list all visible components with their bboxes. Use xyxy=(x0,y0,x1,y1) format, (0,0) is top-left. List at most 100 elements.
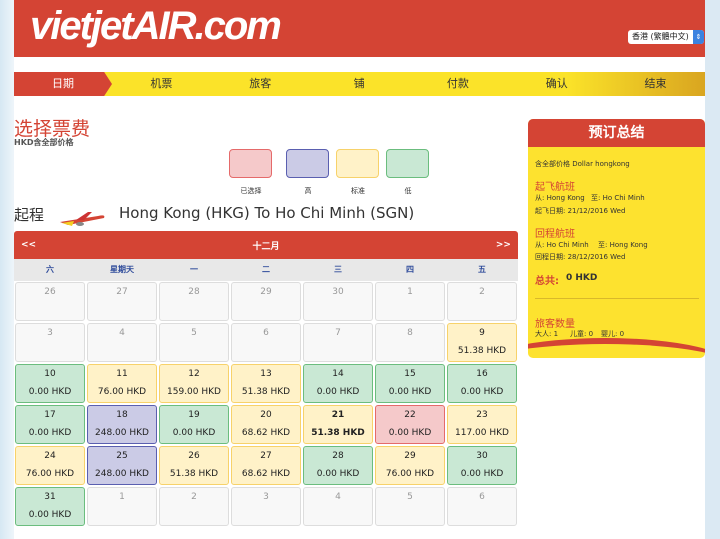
calendar-day: 4 xyxy=(303,487,373,526)
step-0[interactable]: 日期 xyxy=(14,72,112,96)
day-number: 4 xyxy=(119,328,125,338)
fare-calendar: << 十二月 >> 六星期天一二三四五 26 27 28 29 30 1 2 3 4 5 6 7 8 9 5… xyxy=(14,231,518,526)
day-number: 26 xyxy=(44,287,56,297)
calendar-day[interactable]: 29 76.00 HKD xyxy=(375,446,445,485)
legend-label: 高 xyxy=(304,187,312,195)
day-price: 0.00 HKD xyxy=(28,387,72,397)
legend-swatch xyxy=(386,149,429,178)
calendar-day[interactable]: 28 0.00 HKD xyxy=(303,446,373,485)
calendar-day: 3 xyxy=(15,323,85,362)
day-price: 0.00 HKD xyxy=(316,387,360,397)
chevron-updown-icon: ⇕ xyxy=(693,30,704,44)
route-text: Hong Kong (HKG) To Ho Chi Minh (SGN) xyxy=(119,204,415,222)
passengers-heading: 旅客数量 xyxy=(535,319,575,330)
calendar-day[interactable]: 31 0.00 HKD xyxy=(15,487,85,526)
infants-count: 婴儿: 0 xyxy=(601,330,625,338)
calendar-day: 28 xyxy=(159,282,229,321)
day-price: 51.38 HKD xyxy=(169,469,219,479)
legend-item: 已选择 xyxy=(229,149,273,196)
step-3[interactable]: 铺 xyxy=(353,77,365,90)
day-number: 16 xyxy=(476,369,488,379)
calendar-day[interactable]: 11 76.00 HKD xyxy=(87,364,157,403)
calendar-day[interactable]: 24 76.00 HKD xyxy=(15,446,85,485)
step-5[interactable]: 确认 xyxy=(545,77,568,90)
day-price: 0.00 HKD xyxy=(460,387,504,397)
price-note: 含全部价格 Dollar hongkong xyxy=(535,160,630,168)
calendar-day[interactable]: 22 0.00 HKD xyxy=(375,405,445,444)
outbound-to: 至: Ho Chi Minh xyxy=(591,194,645,202)
day-number: 9 xyxy=(479,328,485,338)
day-number: 13 xyxy=(260,369,272,379)
weekday-header: 五 xyxy=(478,265,486,274)
day-price: 51.38 HKD xyxy=(457,346,507,356)
calendar-day[interactable]: 15 0.00 HKD xyxy=(375,364,445,403)
booking-steps: 日期 机票 旅客 铺 付款 确认 结束 xyxy=(14,72,705,96)
calendar-day[interactable]: 9 51.38 HKD xyxy=(447,323,517,362)
calendar-day[interactable]: 21 51.38 HKD xyxy=(303,405,373,444)
weekday-header: 二 xyxy=(262,265,270,274)
day-price: 51.38 HKD xyxy=(241,387,291,397)
calendar-day[interactable]: 27 68.62 HKD xyxy=(231,446,301,485)
day-price: 117.00 HKD xyxy=(455,428,509,438)
calendar-day[interactable]: 19 0.00 HKD xyxy=(159,405,229,444)
day-number: 8 xyxy=(407,328,413,338)
day-price: 51.38 HKD xyxy=(311,428,365,438)
calendar-day: 2 xyxy=(447,282,517,321)
calendar-day[interactable]: 13 51.38 HKD xyxy=(231,364,301,403)
calendar-day: 6 xyxy=(447,487,517,526)
day-number: 20 xyxy=(260,410,272,420)
day-number: 10 xyxy=(44,369,56,379)
vietjet-logo[interactable]: vietjetAIR.com xyxy=(30,4,282,48)
step-6[interactable]: 结束 xyxy=(644,77,667,90)
day-price: 76.00 HKD xyxy=(97,387,147,397)
calendar-day[interactable]: 17 0.00 HKD xyxy=(15,405,85,444)
legend-item: 低 xyxy=(386,149,430,196)
calendar-day[interactable]: 14 0.00 HKD xyxy=(303,364,373,403)
language-select[interactable]: 香港 (繁體中文) ⇕ xyxy=(628,30,704,44)
day-number: 24 xyxy=(44,451,56,461)
calendar-day: 7 xyxy=(303,323,373,362)
total-value: 0 HKD xyxy=(566,273,598,283)
return-to: 至: Hong Kong xyxy=(598,241,648,249)
day-price: 0.00 HKD xyxy=(388,428,432,438)
calendar-day[interactable]: 23 117.00 HKD xyxy=(447,405,517,444)
calendar-day[interactable]: 12 159.00 HKD xyxy=(159,364,229,403)
legend-item: 标准 xyxy=(336,149,380,196)
prev-month-button[interactable]: << xyxy=(21,240,37,250)
calendar-day[interactable]: 30 0.00 HKD xyxy=(447,446,517,485)
day-number: 30 xyxy=(476,451,488,461)
calendar-grid: 26 27 28 29 30 1 2 3 4 5 6 7 8 9 51.38 HKD 10 0.00 HKD 11… xyxy=(14,281,518,526)
calendar-day: 2 xyxy=(159,487,229,526)
calendar-day: 4 xyxy=(87,323,157,362)
day-number: 1 xyxy=(407,287,413,297)
step-2[interactable]: 旅客 xyxy=(249,77,272,90)
calendar-day[interactable]: 26 51.38 HKD xyxy=(159,446,229,485)
legend-swatch xyxy=(229,149,272,178)
summary-title: 预订总结 xyxy=(528,119,705,147)
day-number: 15 xyxy=(404,369,416,379)
legend-label: 标准 xyxy=(351,187,365,195)
legend-label: 低 xyxy=(404,187,412,195)
weekday-header: 三 xyxy=(334,265,342,274)
calendar-day: 5 xyxy=(375,487,445,526)
direction-label: 起程 xyxy=(14,206,45,224)
weekday-header: 一 xyxy=(190,265,198,274)
step-4[interactable]: 付款 xyxy=(446,77,469,90)
calendar-day[interactable]: 25 248.00 HKD xyxy=(87,446,157,485)
day-number: 30 xyxy=(332,287,344,297)
day-number: 12 xyxy=(188,369,200,379)
calendar-day: 1 xyxy=(375,282,445,321)
calendar-day[interactable]: 10 0.00 HKD xyxy=(15,364,85,403)
return-heading: 回程航班 xyxy=(535,229,575,240)
page-title: 选择票费 xyxy=(14,118,91,140)
calendar-day[interactable]: 16 0.00 HKD xyxy=(447,364,517,403)
step-1[interactable]: 机票 xyxy=(150,77,173,90)
next-month-button[interactable]: >> xyxy=(495,240,511,250)
day-number: 31 xyxy=(44,492,56,502)
calendar-day[interactable]: 18 248.00 HKD xyxy=(87,405,157,444)
legend-swatch xyxy=(336,149,379,178)
weekday-header: 星期天 xyxy=(110,265,134,274)
day-price: 0.00 HKD xyxy=(460,469,504,479)
calendar-day[interactable]: 20 68.62 HKD xyxy=(231,405,301,444)
legend-item: 高 xyxy=(286,149,330,196)
